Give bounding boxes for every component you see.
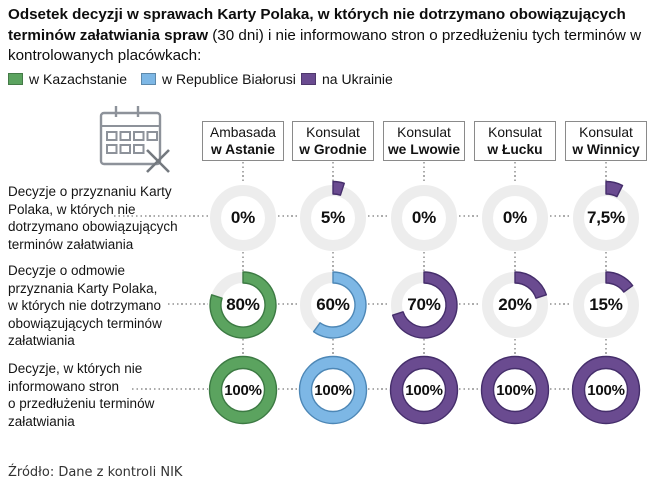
dotted-line-v — [332, 339, 334, 356]
column-header-1: Ambasada w Astanie — [202, 121, 284, 161]
column-header-city: w Grodnie — [299, 141, 367, 157]
dotted-line-v — [242, 339, 244, 356]
donut-value: 15% — [589, 295, 623, 314]
column-header-institution: Ambasada — [210, 125, 276, 140]
donut-value: 0% — [502, 208, 528, 227]
dotted-line-h — [550, 215, 571, 217]
donut-row3-col5: 100% — [566, 350, 646, 430]
donut-row2-col3: 70% — [384, 265, 464, 345]
donut-value: 7,5% — [587, 208, 625, 227]
column-header-5: Konsulat w Winnicy — [565, 121, 647, 161]
dotted-line-h — [368, 388, 389, 390]
dotted-line-h — [114, 215, 208, 217]
dotted-line-h — [368, 215, 389, 217]
dotted-line-v — [514, 162, 516, 184]
donut-row1-col3: 0% — [384, 178, 464, 258]
column-header-city: we Lwowie — [387, 141, 461, 157]
donut-row3-col1: 100% — [203, 350, 283, 430]
donut-value: 0% — [230, 208, 256, 227]
dotted-line-h — [278, 303, 298, 305]
dotted-line-v — [423, 252, 425, 271]
column-header-city: w Łucku — [487, 141, 543, 157]
dotted-line-h — [278, 388, 298, 390]
legend-swatch-icon — [301, 73, 316, 85]
calendar-x-icon — [99, 106, 170, 173]
donut-value: 20% — [498, 295, 532, 314]
donut-row1-col4: 0% — [475, 178, 555, 258]
dotted-line-h — [459, 388, 480, 390]
chart-title: Odsetek decyzji w sprawach Karty Polaka,… — [8, 5, 652, 67]
dotted-line-v — [423, 162, 425, 184]
dotted-line-h — [550, 303, 571, 305]
row-label-3: Decyzje, w których nie informowano stron… — [8, 361, 155, 429]
donut-value: 0% — [411, 208, 437, 227]
source-note: Źródło: Dane z kontroli NIK — [8, 465, 183, 480]
dotted-line-h — [132, 388, 208, 390]
column-header-city: w Winnicy — [572, 141, 640, 157]
column-header-institution: Konsulat — [579, 125, 633, 140]
column-header-4: Konsulat w Łucku — [474, 121, 556, 161]
column-header-city: w Astanie — [211, 141, 275, 157]
legend-swatch-icon — [8, 73, 23, 85]
column-header-institution: Konsulat — [488, 125, 542, 140]
column-header-institution: Konsulat — [306, 125, 360, 140]
dotted-line-v — [514, 339, 516, 356]
donut-row2-col1: 80% — [203, 265, 283, 345]
donut-row3-col3: 100% — [384, 350, 464, 430]
dotted-line-h — [168, 303, 208, 305]
donut-row1-col1: 0% — [203, 178, 283, 258]
donut-value: 100% — [405, 381, 443, 399]
donut-value: 100% — [587, 381, 625, 399]
donut-row3-col2: 100% — [293, 350, 373, 430]
legend-label: w Republice Białorusi — [162, 71, 296, 87]
column-header-2: Konsulat w Grodnie — [292, 121, 374, 161]
dotted-line-v — [605, 339, 607, 356]
donut-value: 100% — [496, 381, 534, 399]
dotted-line-v — [332, 252, 334, 271]
donut-value: 100% — [314, 381, 352, 399]
dotted-line-h — [459, 215, 480, 217]
dotted-line-v — [514, 252, 516, 271]
donut-value: 100% — [224, 381, 262, 399]
donut-value: 60% — [316, 295, 350, 314]
donut-row2-col2: 60% — [293, 265, 373, 345]
dotted-line-h — [550, 388, 571, 390]
dotted-line-v — [423, 339, 425, 356]
dotted-line-v — [332, 162, 334, 184]
donut-row1-col5: 7,5% — [566, 178, 646, 258]
donut-row3-col4: 100% — [475, 350, 555, 430]
chart-title-regular: (30 dni) i nie informowano stron o przed… — [8, 26, 642, 65]
donut-row1-col2: 5% — [293, 178, 373, 258]
donut-value: 80% — [226, 295, 260, 314]
row-label-1: Decyzje o przyznaniu Karty Polaka, w któ… — [8, 184, 178, 252]
chart-title-bold: Odsetek decyzji w sprawach Karty Polaka,… — [8, 6, 626, 44]
dotted-line-v — [605, 252, 607, 271]
dotted-line-v — [242, 162, 244, 184]
donut-row2-col5: 15% — [566, 265, 646, 345]
dotted-line-h — [368, 303, 389, 305]
column-header-3: Konsulat we Lwowie — [383, 121, 465, 161]
dotted-line-v — [242, 252, 244, 271]
dotted-line-h — [459, 303, 480, 305]
legend-swatch-icon — [141, 73, 156, 85]
donut-row2-col4: 20% — [475, 265, 555, 345]
dotted-line-v — [605, 162, 607, 184]
donut-value: 5% — [320, 208, 346, 227]
row-label-2: Decyzje o odmowie przyznania Karty Polak… — [8, 263, 162, 348]
legend-label: na Ukrainie — [322, 71, 393, 87]
column-header-institution: Konsulat — [397, 125, 451, 140]
dotted-line-h — [278, 215, 298, 217]
legend-label: w Kazachstanie — [29, 71, 128, 87]
donut-value: 70% — [407, 295, 441, 314]
